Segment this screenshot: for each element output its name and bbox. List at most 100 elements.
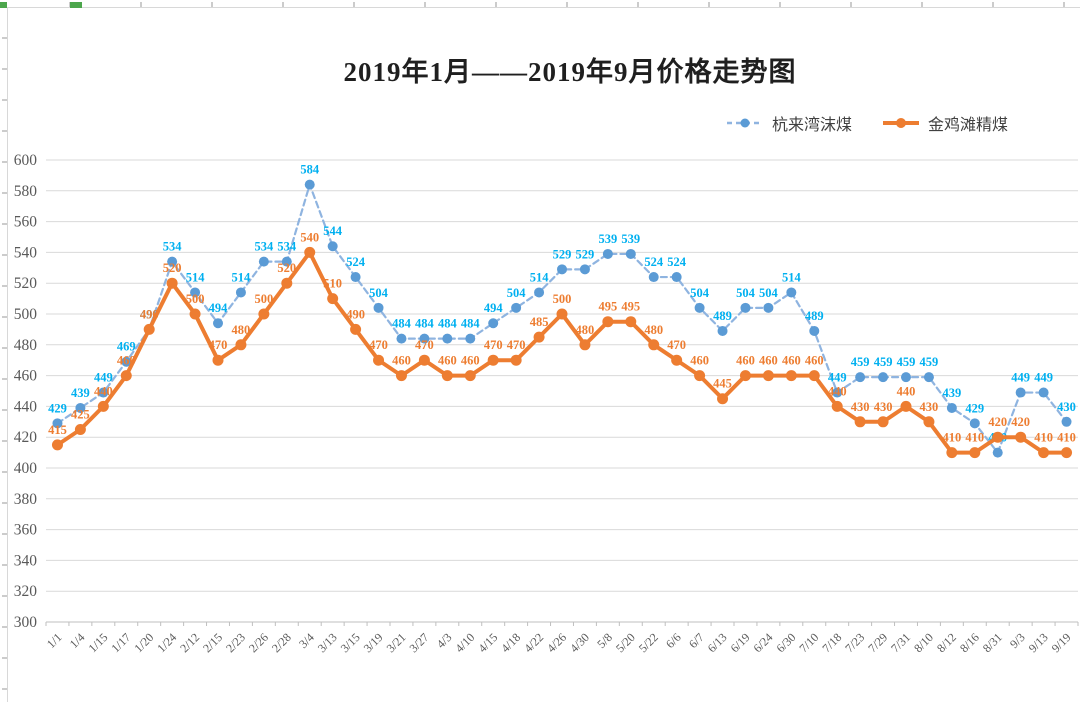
series-0-marker	[878, 372, 889, 383]
series-0-marker	[557, 264, 567, 275]
series-0-data-label: 494	[209, 301, 229, 315]
series-0-data-label: 484	[415, 317, 435, 331]
x-axis-label: 4/26	[544, 630, 569, 655]
x-axis-label: 1/24	[154, 630, 179, 655]
y-axis-label: 500	[14, 306, 38, 323]
series-0-marker	[258, 256, 269, 267]
series-1-data-label: 410	[942, 431, 961, 445]
series-0-data-label: 489	[805, 309, 824, 323]
y-axis-label: 320	[14, 583, 38, 600]
series-1-data-label: 420	[1011, 415, 1030, 429]
y-axis-label: 440	[14, 398, 38, 415]
series-1-data-label: 425	[71, 408, 90, 422]
series-1-marker	[739, 370, 751, 382]
series-1-data-label: 460	[438, 354, 457, 368]
worksheet-left-edge	[7, 8, 8, 702]
series-1-data-label: 460	[736, 354, 755, 368]
series-1-data-label: 470	[415, 338, 434, 352]
series-1-data-label: 460	[461, 354, 480, 368]
series-0-data-label: 449	[828, 371, 847, 385]
series-0-data-label: 534	[163, 240, 183, 254]
x-axis-label: 5/22	[636, 630, 661, 655]
y-axis-label: 420	[14, 429, 38, 446]
series-0-marker	[121, 356, 132, 367]
series-1-marker	[831, 400, 843, 412]
x-axis-label: 5/8	[594, 630, 615, 651]
series-1-data-label: 470	[507, 338, 526, 352]
series-0-marker	[648, 272, 659, 283]
series-1-data-label: 495	[621, 300, 640, 314]
series-0-data-label: 494	[484, 301, 504, 315]
series-1-data-label: 500	[186, 292, 205, 306]
series-0-marker	[373, 302, 384, 313]
series-1-data-label: 470	[209, 338, 228, 352]
y-axis-label: 560	[14, 214, 38, 231]
series-1-marker	[212, 354, 224, 366]
x-axis-label: 3/15	[338, 630, 363, 655]
x-axis-label: 3/4	[296, 630, 317, 651]
series-0-marker	[488, 318, 499, 329]
series-0-marker	[969, 418, 980, 429]
series-1-data-label: 460	[392, 354, 411, 368]
x-axis-label: 3/13	[315, 630, 340, 655]
series-0-marker	[442, 333, 453, 344]
series-0-marker	[281, 256, 292, 267]
series-1-marker	[717, 393, 729, 405]
series-0-data-label: 459	[851, 355, 870, 369]
x-axis-label: 8/16	[957, 630, 982, 655]
series-1-marker	[97, 400, 109, 412]
series-0-marker	[694, 302, 705, 313]
series-1-data-label: 410	[1057, 431, 1076, 445]
series-1-marker	[877, 416, 889, 428]
x-axis-label: 4/22	[521, 630, 546, 655]
series-0-data-label: 514	[186, 270, 206, 284]
legend-item-jinjitan[interactable]: 金鸡滩精煤	[882, 111, 1008, 135]
series-0-data-label: 529	[576, 247, 595, 261]
y-axis-label: 360	[14, 522, 38, 539]
column-boundary-ticks	[0, 2, 1080, 7]
series-1-marker	[441, 370, 453, 382]
series-0-marker	[901, 372, 911, 383]
series-1-data-label: 410	[1034, 431, 1053, 445]
y-axis-label: 400	[14, 460, 38, 477]
series-0-marker	[923, 372, 934, 383]
x-axis-label: 7/23	[842, 630, 867, 655]
legend-item-hanglaiwan[interactable]: 杭来湾沫煤	[726, 111, 852, 135]
x-axis-label: 8/10	[911, 630, 936, 655]
series-0-data-label: 459	[897, 355, 916, 369]
series-1-data-label: 540	[300, 230, 319, 244]
series-1-marker	[579, 339, 591, 351]
series-1-marker	[1015, 431, 1027, 443]
series-0-data-label: 504	[690, 286, 710, 300]
series-0-data-label: 504	[759, 286, 779, 300]
x-axis-label: 4/10	[452, 630, 477, 655]
series-0-marker	[625, 248, 636, 259]
worksheet-top-edge	[0, 7, 1080, 8]
series-0-marker	[1061, 416, 1072, 427]
series-1-marker	[602, 316, 614, 328]
series-1-marker	[304, 246, 316, 258]
series-0-marker	[1038, 387, 1049, 398]
series-0-data-label: 449	[1034, 371, 1053, 385]
series-1-marker	[785, 370, 797, 382]
x-axis-label: 8/31	[980, 630, 1005, 655]
series-0-data-label: 544	[323, 224, 343, 238]
series-1-marker	[992, 431, 1004, 443]
legend-label: 金鸡滩精煤	[928, 117, 1009, 134]
series-0-marker	[235, 287, 246, 298]
series-0-marker	[304, 179, 315, 190]
series-0-data-label: 524	[346, 255, 366, 269]
selection-handle-green	[70, 2, 82, 8]
series-1-marker	[418, 354, 430, 366]
series-1-data-label: 500	[254, 292, 273, 306]
x-axis-label: 7/29	[865, 630, 890, 655]
series-0-data-label: 449	[1011, 371, 1030, 385]
x-axis-label: 1/15	[85, 630, 110, 655]
series-1-marker	[900, 400, 912, 412]
series-0-data-label: 484	[438, 317, 458, 331]
series-1-marker	[694, 370, 706, 382]
legend-solid-line-icon	[883, 118, 920, 128]
series-1-marker	[189, 308, 201, 320]
series-0-data-label: 484	[461, 317, 481, 331]
